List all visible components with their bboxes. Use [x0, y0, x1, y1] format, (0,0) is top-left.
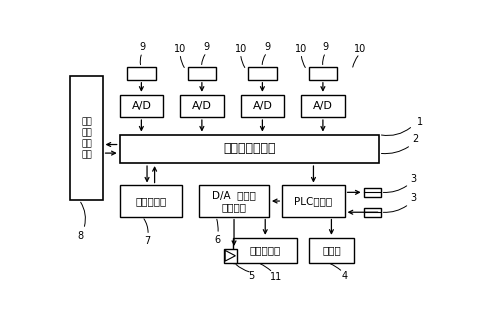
Text: 9: 9 — [203, 42, 210, 52]
FancyBboxPatch shape — [224, 249, 237, 263]
Text: 4: 4 — [342, 271, 348, 281]
FancyBboxPatch shape — [180, 95, 224, 117]
Text: D/A  风机变
频控制器: D/A 风机变 频控制器 — [212, 190, 256, 212]
Text: 2: 2 — [413, 134, 419, 144]
Text: 数据存储器: 数据存储器 — [135, 196, 166, 206]
Text: 5: 5 — [248, 271, 254, 281]
Text: 6: 6 — [214, 235, 220, 245]
FancyBboxPatch shape — [233, 238, 297, 263]
Text: 3: 3 — [410, 173, 417, 183]
Text: 下料控制器: 下料控制器 — [249, 245, 281, 255]
FancyBboxPatch shape — [248, 68, 277, 80]
FancyBboxPatch shape — [241, 95, 284, 117]
FancyBboxPatch shape — [188, 68, 216, 80]
Text: 8: 8 — [77, 231, 83, 241]
FancyBboxPatch shape — [199, 185, 269, 217]
Text: 3: 3 — [410, 193, 417, 203]
FancyBboxPatch shape — [70, 76, 102, 200]
FancyBboxPatch shape — [364, 188, 381, 197]
FancyBboxPatch shape — [309, 238, 354, 263]
FancyBboxPatch shape — [309, 68, 337, 80]
Text: 9: 9 — [139, 42, 145, 52]
Text: 10: 10 — [174, 44, 186, 54]
Text: A/D: A/D — [252, 101, 272, 111]
Text: 中央数据处理器: 中央数据处理器 — [223, 142, 275, 155]
FancyBboxPatch shape — [120, 185, 182, 217]
Text: PLC控制器: PLC控制器 — [294, 196, 332, 206]
Text: 10: 10 — [295, 44, 307, 54]
Text: 9: 9 — [323, 42, 329, 52]
Text: 11: 11 — [270, 272, 283, 282]
FancyBboxPatch shape — [282, 185, 345, 217]
FancyBboxPatch shape — [120, 95, 163, 117]
FancyBboxPatch shape — [127, 68, 156, 80]
Text: 触摸
显示
屏控
制器: 触摸 显示 屏控 制器 — [81, 117, 92, 159]
Text: 10: 10 — [235, 44, 247, 54]
Text: A/D: A/D — [192, 101, 212, 111]
Text: 10: 10 — [354, 44, 366, 54]
FancyBboxPatch shape — [364, 208, 381, 217]
FancyBboxPatch shape — [301, 95, 345, 117]
Text: A/D: A/D — [313, 101, 333, 111]
Text: 1: 1 — [417, 117, 423, 127]
FancyBboxPatch shape — [120, 134, 379, 163]
Text: 9: 9 — [264, 42, 270, 52]
Text: 报警器: 报警器 — [322, 245, 341, 255]
Text: A/D: A/D — [131, 101, 151, 111]
Text: 7: 7 — [144, 236, 150, 246]
